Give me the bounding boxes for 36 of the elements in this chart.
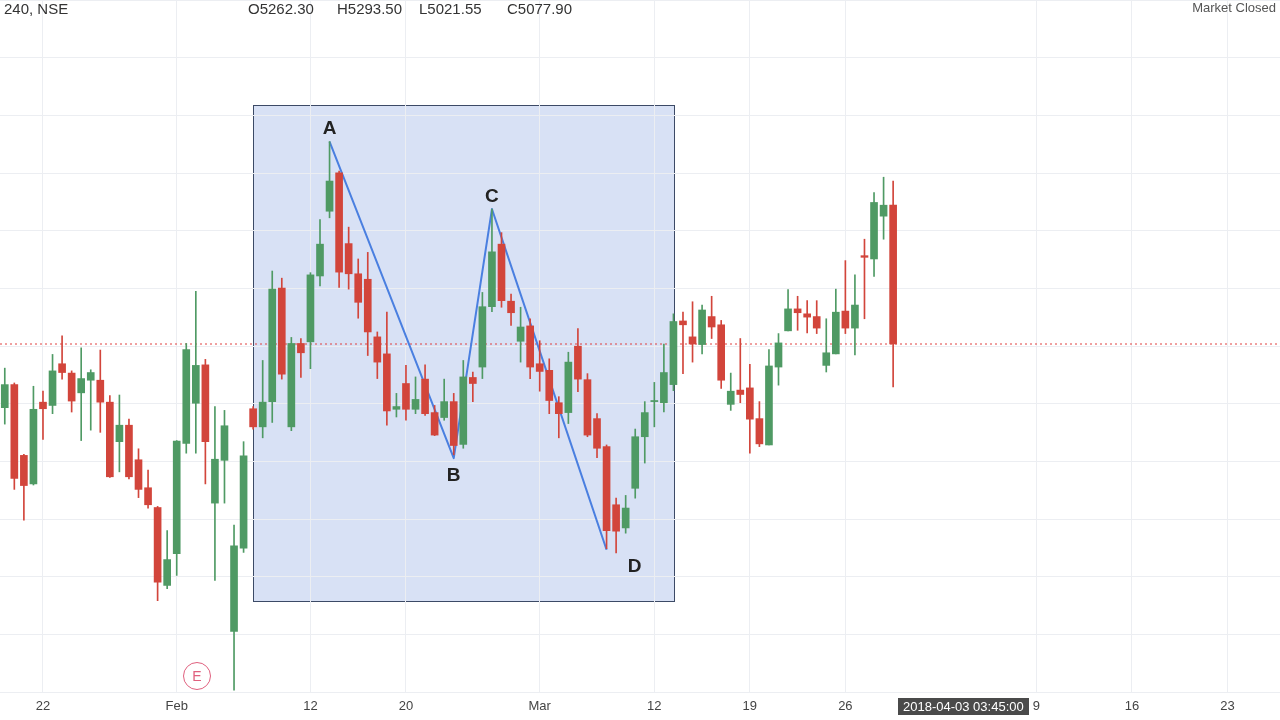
candlestick <box>58 335 66 380</box>
x-tick-label: 23 <box>1220 697 1235 713</box>
annotation: C <box>485 184 500 206</box>
annotation: B <box>446 463 461 485</box>
text: Market Closed <box>1192 0 1276 15</box>
candlestick <box>679 311 687 374</box>
x-tick-label: 19 <box>742 697 758 713</box>
text: H5293.50 <box>337 0 403 17</box>
text: A <box>322 117 337 139</box>
x-tick-label: 12 <box>303 697 318 713</box>
annotation: D <box>627 555 642 577</box>
candlestick <box>86 369 95 431</box>
candlestick <box>211 406 219 581</box>
x-tick-label: 9 <box>1032 697 1041 713</box>
x-tick-label: 12 <box>647 697 662 713</box>
candlestick <box>39 390 47 440</box>
chart-title: 240, NSE <box>4 0 69 17</box>
x-tick-label: 20 <box>398 697 414 713</box>
circle-badge: E <box>183 662 211 690</box>
text: O5262.30 <box>248 0 314 17</box>
candlestick <box>191 291 200 454</box>
candlestick <box>297 338 305 378</box>
x-tick-label: Mar <box>528 697 552 713</box>
x-tick-label: 22 <box>35 697 51 713</box>
x-tick-label: 26 <box>838 697 853 713</box>
x-tick-label: 16 <box>1124 697 1140 713</box>
candlestick <box>736 338 745 404</box>
candlestick <box>650 382 659 428</box>
candlestick <box>77 347 86 441</box>
text: 2018-04-03 03:45:00 <box>898 698 1029 715</box>
candlestick <box>469 371 477 402</box>
candlestick <box>803 300 811 334</box>
text: L5021.55 <box>419 0 482 17</box>
x-tick-label: Feb <box>165 697 188 713</box>
text: C5077.90 <box>507 0 573 17</box>
candlestick <box>822 318 831 373</box>
